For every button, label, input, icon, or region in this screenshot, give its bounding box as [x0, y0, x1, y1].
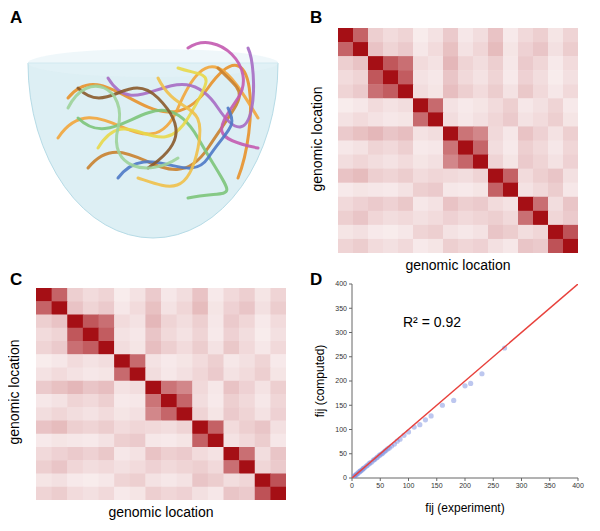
svg-text:fij (experiment): fij (experiment) — [425, 501, 504, 515]
svg-text:50: 50 — [339, 450, 347, 457]
html-text:C: C — [10, 270, 23, 289]
html-text:genomic location: genomic location — [6, 339, 22, 445]
svg-text:50: 50 — [376, 482, 384, 489]
svg-text:200: 200 — [335, 377, 347, 384]
svg-text:0: 0 — [343, 474, 347, 481]
svg-text:100: 100 — [403, 482, 415, 489]
svg-text:0: 0 — [350, 482, 354, 489]
svg-text:350: 350 — [335, 305, 347, 312]
svg-text:150: 150 — [335, 402, 347, 409]
svg-text:250: 250 — [487, 482, 499, 489]
html-text:R² = 0.92: R² = 0.92 — [403, 314, 461, 330]
svg-text:200: 200 — [459, 482, 471, 489]
svg-text:250: 250 — [335, 353, 347, 360]
html-text:genomic location: genomic location — [308, 86, 324, 191]
html-text:D: D — [310, 270, 323, 289]
html-text:genomic location: genomic location — [405, 257, 511, 273]
svg-text:fij (computed): fij (computed) — [313, 345, 327, 418]
svg-text:400: 400 — [572, 482, 584, 489]
svg-text:300: 300 — [516, 482, 528, 489]
svg-text:350: 350 — [544, 482, 556, 489]
html-text:A: A — [10, 8, 23, 27]
html-text:genomic location: genomic location — [108, 504, 214, 520]
html-text:B: B — [310, 8, 323, 27]
svg-text:300: 300 — [335, 329, 347, 336]
svg-text:150: 150 — [431, 482, 443, 489]
svg-text:100: 100 — [335, 426, 347, 433]
svg-text:400: 400 — [335, 280, 347, 287]
